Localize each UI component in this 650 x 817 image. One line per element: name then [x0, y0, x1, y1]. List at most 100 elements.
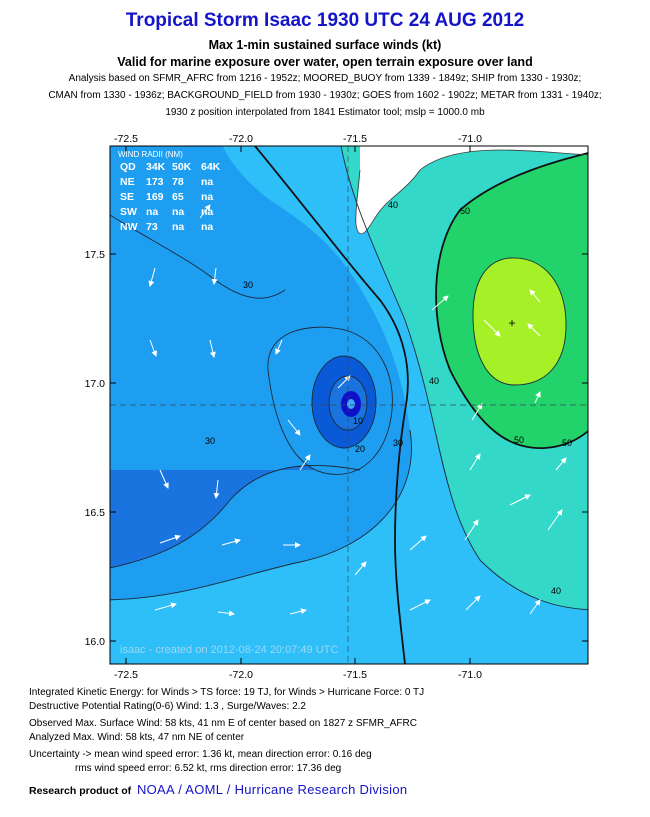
contour-label: 50 [460, 206, 470, 216]
wind-radii-cell: 78 [172, 176, 184, 188]
wind-vector-arrow [149, 339, 158, 357]
wind-vector-arrow [213, 479, 220, 499]
lon-tick-label-top: -71.5 [343, 133, 367, 145]
wind-radii-cell: NW [120, 221, 138, 233]
lon-tick-label-bottom: -72.5 [114, 669, 138, 681]
subtitle-winds: Max 1-min sustained surface winds (kt) [208, 38, 442, 52]
wind-vector-arrow [199, 204, 211, 219]
wind-vector-arrow [159, 534, 181, 544]
credit-line: Research product of NOAA / AOML / Hurric… [29, 782, 407, 797]
contour-label: 40 [551, 586, 561, 596]
wind-vector-arrow [148, 267, 156, 287]
wind-vector-arrow [529, 289, 541, 303]
wind-radii-cell: SW [120, 206, 137, 218]
contour-field: + [110, 146, 588, 664]
wind-vector-arrow [217, 610, 235, 617]
lat-tick-label: 17.5 [85, 249, 106, 261]
subtitle-exposure: Valid for marine exposure over water, op… [117, 55, 533, 69]
uncertainty-mean-text: Uncertainty -> mean wind speed error: 1.… [29, 749, 372, 760]
wind-vector-arrow [469, 453, 481, 471]
analysis-line-1: Analysis based on SFMR_AFRC from 1216 - … [68, 73, 582, 84]
wind-vectors [148, 204, 567, 617]
longitude-ticks: -72.5 -72.5 -72.0 -72.0 -71.5 -71.5 -71.0 -71.0 [114, 133, 482, 681]
wind-radii-cell: na [201, 206, 213, 218]
lon-tick-label-bottom: -71.5 [343, 669, 367, 681]
lon-tick-label-bottom: -72.0 [229, 669, 253, 681]
wind-vector-arrow [221, 538, 241, 546]
contour-label: 40 [429, 376, 439, 386]
wind-radii-cell: na [201, 191, 213, 203]
wind-radii-header: WIND RADII (NM) [118, 150, 183, 159]
contour-label: 10 [353, 416, 363, 426]
uncertainty-rms-text: rms wind speed error: 6.52 kt, rms direc… [75, 763, 342, 774]
contour-label: 30 [205, 436, 215, 446]
wind-radii-cell: na [201, 176, 213, 188]
wind-vector-arrow [527, 323, 541, 337]
wind-vector-arrow [154, 602, 177, 611]
latitude-ticks: 17.5 17.0 16.5 16.0 [85, 249, 588, 648]
wind-vector-arrow [471, 403, 483, 421]
max-wind-marker: + [508, 316, 515, 330]
observed-max-text: Observed Max. Surface Wind: 58 kts, 41 n… [29, 718, 417, 729]
dpr-text: Destructive Potential Rating(0-6) Wind: … [29, 701, 306, 712]
wind-vector-arrow [211, 267, 218, 285]
creation-stamp: isaac - created on 2012-08-24 20:07:49 U… [120, 644, 338, 656]
land-mass [355, 146, 588, 234]
wind-radii-cell: na [201, 221, 213, 233]
ike-text: Integrated Kinetic Energy: for Winds > T… [29, 687, 425, 698]
lon-tick-label-top: -71.0 [458, 133, 482, 145]
wind-vector-arrow [275, 339, 283, 355]
wind-radii-cell: SE [120, 191, 134, 203]
wind-vector-arrow [555, 457, 567, 471]
contour-label: 30 [243, 280, 253, 290]
contour-50kt [253, 146, 409, 664]
contour-labels: 30 30 30 40 40 40 50 50 50 20 10 [205, 200, 572, 596]
credit-prefix: Research product of [29, 785, 132, 797]
wind-vector-arrow [465, 595, 481, 611]
coastline [355, 149, 588, 235]
wind-vector-arrow [483, 319, 501, 337]
contour-label: 20 [355, 444, 365, 454]
lat-tick-label: 17.0 [85, 378, 106, 390]
contour-label: 50 [514, 435, 524, 445]
wind-vector-arrow [464, 519, 479, 541]
wind-vector-arrow [509, 494, 531, 506]
analyzed-max-text: Analyzed Max. Wind: 58 kts, 47 nm NE of … [29, 732, 245, 743]
wind-vector-arrow [159, 469, 169, 489]
wind-radii-cell: 73 [146, 221, 158, 233]
analysis-line-2: CMAN from 1330 - 1936z; BACKGROUND_FIELD… [48, 90, 602, 101]
wind-radii-cell: 173 [146, 176, 164, 188]
wind-vector-arrow [287, 419, 301, 436]
wind-radii-cell: 50K [172, 161, 192, 173]
wind-vector-arrow [547, 509, 563, 531]
lon-tick-label-bottom: -71.0 [458, 669, 482, 681]
wind-vector-arrow [289, 608, 307, 615]
wind-radii-cell: QD [120, 161, 136, 173]
lat-tick-label: 16.5 [85, 507, 106, 519]
contour-label: 30 [393, 438, 403, 448]
contour-50kt-east [435, 152, 588, 449]
wind-vector-arrow [431, 295, 449, 311]
wind-vector-arrow [209, 339, 216, 358]
credit-org-link[interactable]: NOAA / AOML / Hurricane Research Divisio… [136, 782, 408, 797]
wind-vector-arrow [529, 599, 541, 615]
wind-radii-cell: NE [120, 176, 135, 188]
plot-frame [109, 145, 589, 665]
wind-vector-arrow [299, 454, 311, 471]
wind-vector-arrow [409, 599, 431, 611]
wind-vector-arrow [354, 561, 367, 576]
wind-radii-cell: 169 [146, 191, 164, 203]
band-gt-60 [473, 257, 566, 385]
wind-radii-cell: 34K [146, 161, 166, 173]
wind-radii-table: WIND RADII (NM) QD 34K 50K 64K NE 173 78 na SE 16… [118, 150, 221, 233]
lon-tick-label-top: -72.0 [229, 133, 253, 145]
analysis-line-3: 1930 z position interpolated from 1841 E… [165, 107, 485, 118]
wind-radii-cell: na [172, 221, 184, 233]
band-20-30 [110, 465, 360, 568]
wind-radii-cell: 64K [201, 161, 221, 173]
lon-tick-label-top: -72.5 [114, 133, 138, 145]
wind-radii-cell: 65 [172, 191, 184, 203]
wind-vector-arrow [534, 391, 541, 404]
lat-tick-label: 16.0 [85, 636, 106, 648]
